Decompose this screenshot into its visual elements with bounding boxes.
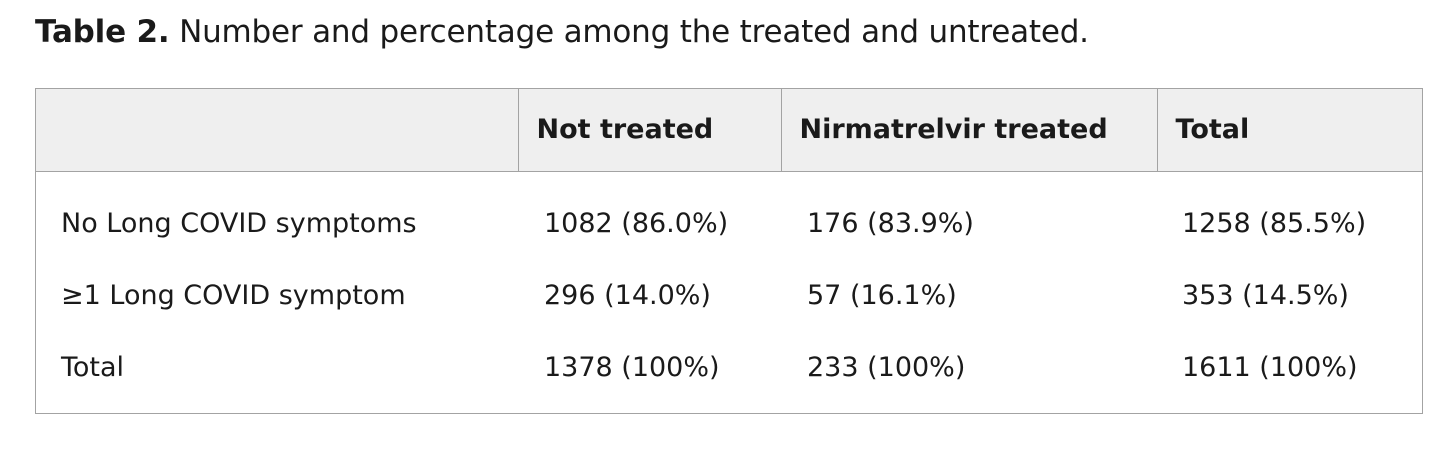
cell-nirmatrelvir-treated: 233 (100%) [807, 352, 966, 383]
cell-total: 1611 (100%) [1182, 352, 1358, 383]
table-caption: Table 2. Number and percentage among the… [35, 10, 1089, 54]
row-label: ≥1 Long COVID symptom [61, 280, 406, 311]
header-cell-total: Total [1156, 89, 1422, 172]
data-table: Not treated Nirmatrelvir treated Total N… [36, 89, 1422, 404]
cell-not-treated: 1378 (100%) [544, 352, 720, 383]
row-label: Total [61, 352, 125, 383]
cell-not-treated: 296 (14.0%) [544, 280, 711, 311]
cell-not-treated: 1082 (86.0%) [544, 208, 729, 239]
header-cell-blank [36, 89, 518, 172]
cell-total: 353 (14.5%) [1182, 280, 1349, 311]
cell-total: 1258 (85.5%) [1182, 208, 1367, 239]
row-label: No Long COVID symptoms [61, 208, 417, 239]
table-row: ≥1 Long COVID symptom 296 (14.0%) 57 (16… [36, 260, 1422, 332]
cell-nirmatrelvir-treated: 57 (16.1%) [807, 280, 957, 311]
table-row: Total 1378 (100%) 233 (100%) 1611 (100%) [36, 332, 1422, 404]
table-caption-label: Table 2. [35, 14, 170, 50]
data-table-frame: Not treated Nirmatrelvir treated Total N… [35, 88, 1423, 414]
table-row: No Long COVID symptoms 1082 (86.0%) 176 … [36, 171, 1422, 260]
table-header-row: Not treated Nirmatrelvir treated Total [36, 89, 1422, 172]
cell-nirmatrelvir-treated: 176 (83.9%) [807, 208, 974, 239]
table-caption-text: Number and percentage among the treated … [179, 14, 1089, 50]
header-cell-nirmatrelvir-treated: Nirmatrelvir treated [780, 89, 1157, 172]
header-cell-not-treated: Not treated [517, 89, 781, 172]
